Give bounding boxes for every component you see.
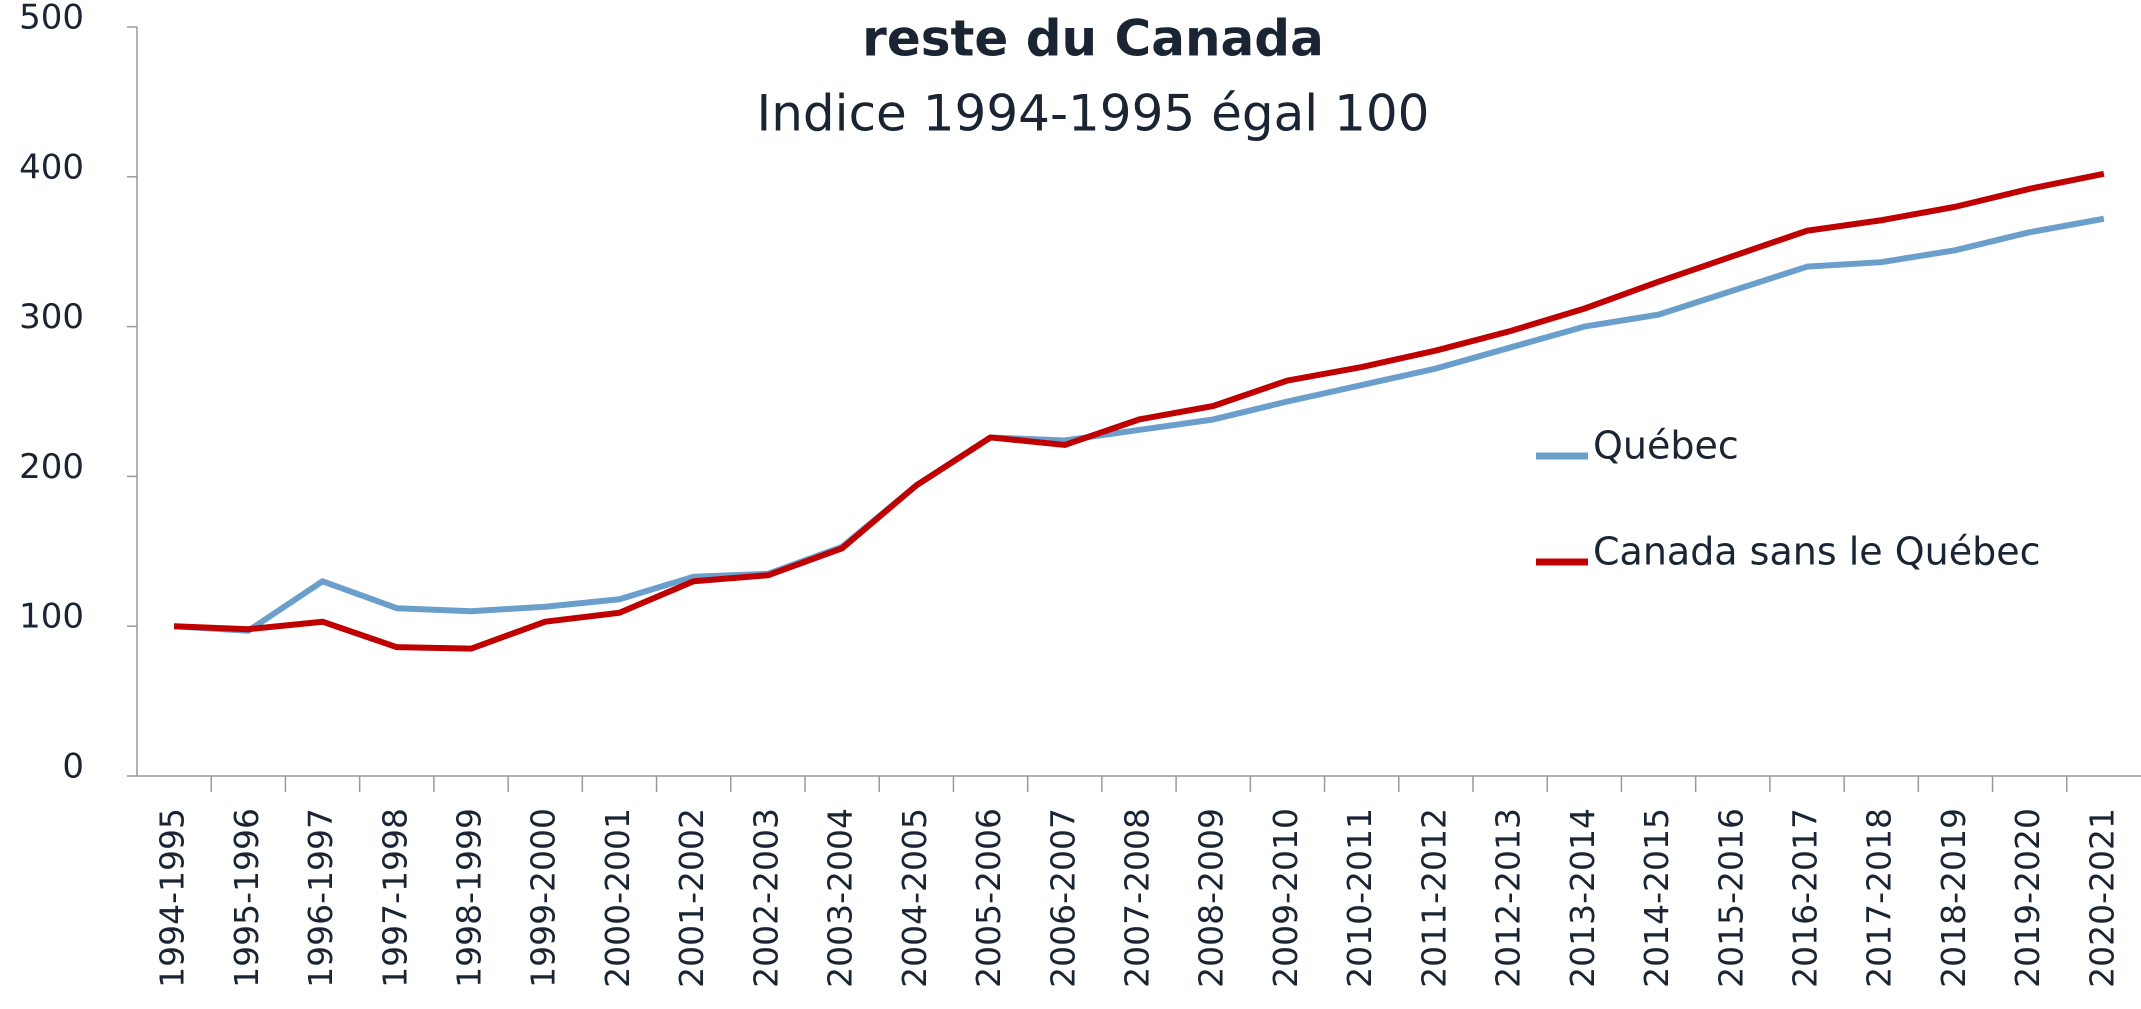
chart-subtitle: Indice 1994-1995 égal 100 bbox=[757, 85, 1430, 143]
x-tick-label: 2013-2014 bbox=[1563, 808, 1602, 988]
series-line bbox=[173, 170, 2105, 652]
x-tick-label: 2017-2018 bbox=[1860, 808, 1899, 988]
x-tick-label: 2003-2004 bbox=[821, 808, 860, 988]
x-tick-label: 2019-2020 bbox=[2008, 808, 2047, 988]
y-tick-label: 300 bbox=[19, 297, 84, 337]
legend-label: Canada sans le Québec bbox=[1593, 530, 2041, 574]
x-tick-label: 2010-2011 bbox=[1340, 808, 1379, 988]
x-tick-label: 1997-1998 bbox=[375, 808, 414, 988]
x-tick-label: 2009-2010 bbox=[1266, 808, 1305, 988]
chart-title: reste du Canada bbox=[862, 10, 1324, 68]
y-tick-label: 0 bbox=[62, 747, 84, 787]
x-tick-label: 2002-2003 bbox=[746, 808, 785, 988]
x-tick-label: 2011-2012 bbox=[1414, 808, 1453, 988]
x-tick-label: 2004-2005 bbox=[895, 808, 934, 988]
series-line bbox=[173, 215, 2105, 634]
x-tick-label: 2006-2007 bbox=[1043, 808, 1082, 988]
x-tick-label: 1994-1995 bbox=[153, 808, 192, 988]
x-tick-label: 1996-1997 bbox=[301, 808, 340, 988]
x-tick-label: 2008-2009 bbox=[1192, 808, 1231, 988]
x-tick-label: 2018-2019 bbox=[1934, 808, 1973, 988]
x-tick-label: 2016-2017 bbox=[1786, 808, 1825, 988]
x-tick-label: 2014-2015 bbox=[1637, 808, 1676, 988]
y-tick-label: 400 bbox=[19, 147, 84, 187]
x-tick-label: 2007-2008 bbox=[1118, 808, 1157, 988]
x-tick-label: 2020-2021 bbox=[2082, 808, 2121, 988]
legend-label: Québec bbox=[1593, 424, 1739, 468]
x-tick-label: 2012-2013 bbox=[1489, 808, 1528, 988]
x-tick-label: 1995-1996 bbox=[227, 808, 266, 988]
x-tick-label: 2001-2002 bbox=[672, 808, 711, 988]
x-tick-label: 1999-2000 bbox=[524, 808, 563, 988]
x-tick-label: 2005-2006 bbox=[969, 808, 1008, 988]
x-tick-label: 2015-2016 bbox=[1711, 808, 1750, 988]
x-tick-label: 1998-1999 bbox=[450, 808, 489, 988]
y-tick-label: 200 bbox=[19, 447, 84, 487]
y-tick-label: 100 bbox=[19, 597, 84, 637]
y-tick-label: 500 bbox=[19, 0, 84, 38]
x-tick-label: 2000-2001 bbox=[598, 808, 637, 988]
